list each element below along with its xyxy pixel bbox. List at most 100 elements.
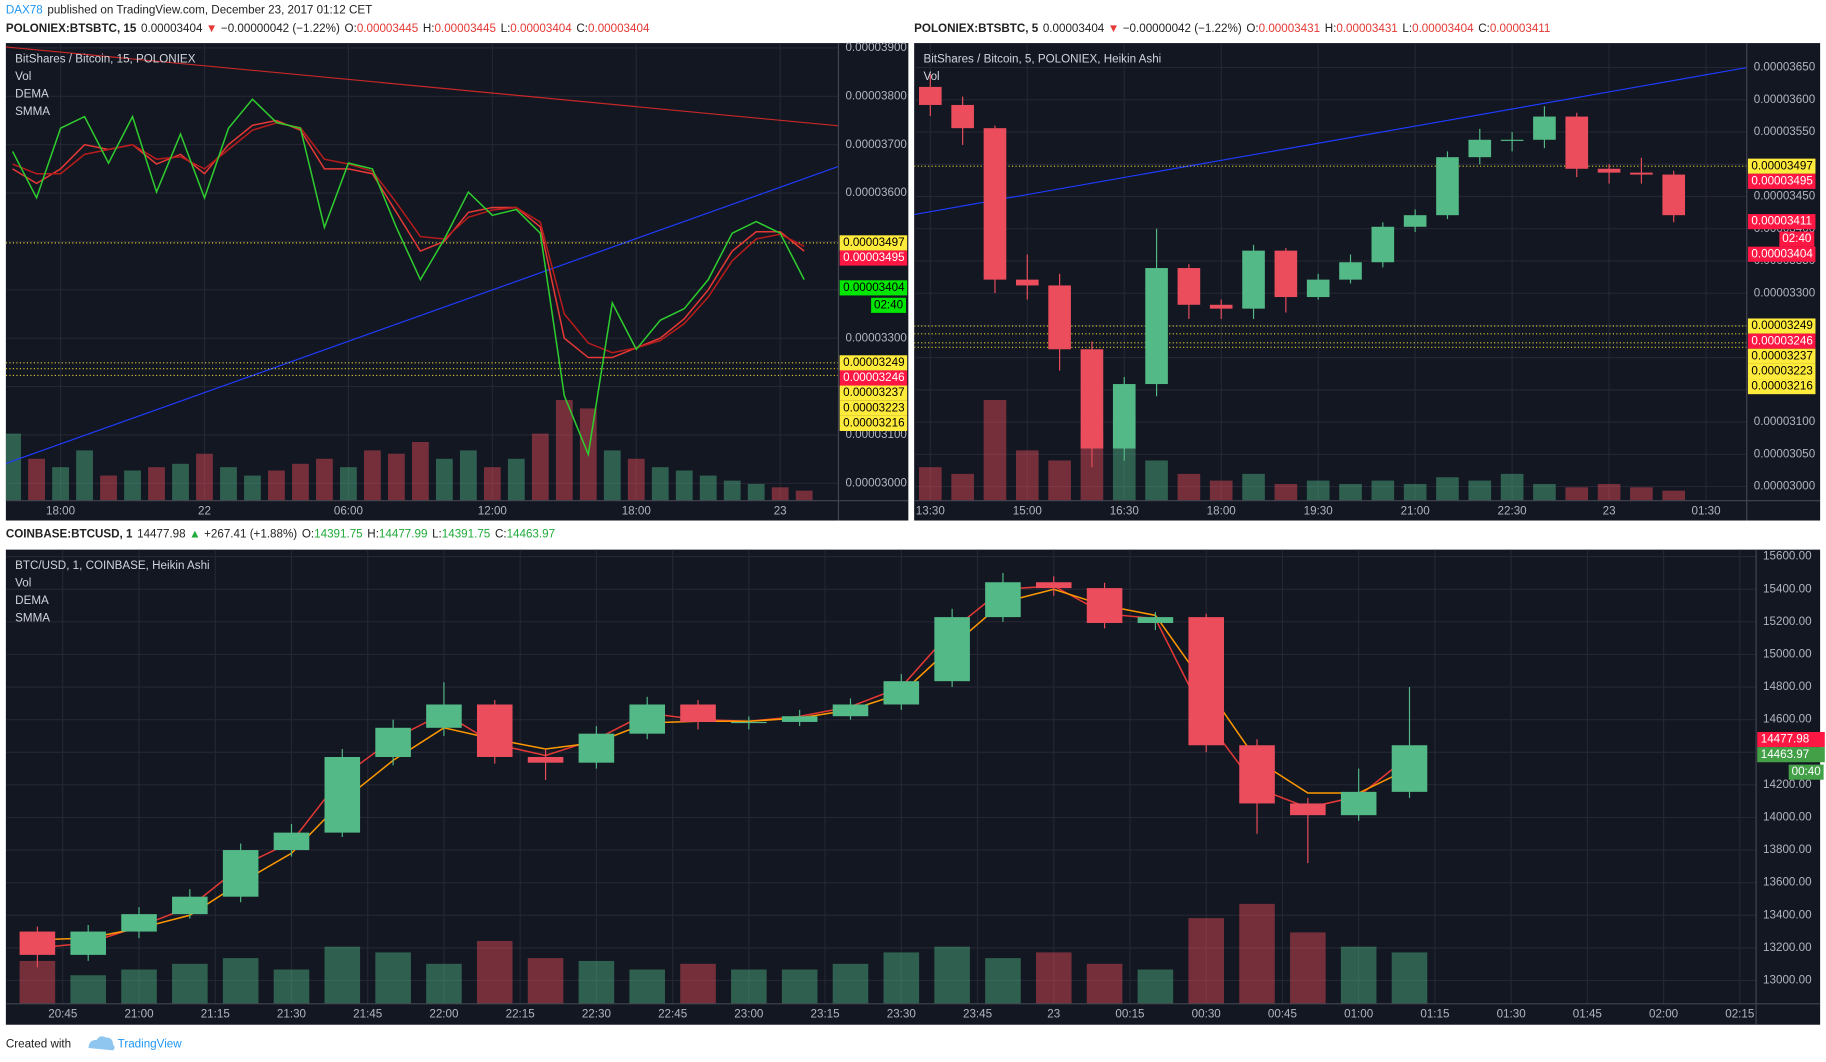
volume-bar <box>919 467 942 501</box>
y-tick-label: 13400.00 <box>1763 908 1812 921</box>
volume-bar <box>883 952 920 1004</box>
quote-text: 14477.99 <box>379 528 428 541</box>
x-tick-label: 21:45 <box>353 1007 382 1020</box>
y-tick-label: 13000.00 <box>1763 974 1812 987</box>
author-link[interactable]: DAX78 <box>6 4 43 17</box>
legend-title: BTC/USD, 1, COINBASE, Heikin Ashi <box>15 559 209 572</box>
quote-text: ▲ <box>189 528 201 541</box>
volume-bar <box>680 963 716 1004</box>
candle-body <box>1048 285 1071 350</box>
price-tag <box>839 370 908 386</box>
x-tick-label: 23 <box>774 504 787 517</box>
x-tick-label: 20:45 <box>48 1007 77 1020</box>
volume-bar <box>1339 483 1362 501</box>
volume-bar <box>1048 460 1071 501</box>
candle-body <box>222 850 259 897</box>
quote-text: 0.00003404 <box>588 22 650 35</box>
candle-body <box>578 733 615 763</box>
x-tick-label: 02:15 <box>1725 1007 1754 1020</box>
volume-bar <box>316 458 333 501</box>
candle-body <box>1209 304 1233 309</box>
candle-body <box>1597 168 1621 173</box>
legend-entry: Vol <box>15 576 31 589</box>
quote-text: 14463.97 <box>507 528 555 541</box>
price-tag <box>839 250 908 266</box>
volume-bar <box>1340 946 1377 1004</box>
price-tag-label: 0.00003249 <box>843 356 904 369</box>
trendline <box>5 165 839 465</box>
price-tag-label: 0.00003404 <box>843 281 905 294</box>
y-tick-label: 0.00003000 <box>845 476 907 489</box>
candle-body <box>19 931 56 955</box>
volume-bar <box>1630 487 1653 501</box>
volume-bar <box>747 483 765 501</box>
candle-body <box>476 704 513 757</box>
candle-body <box>731 721 767 724</box>
x-tick-label: 06:00 <box>334 504 364 517</box>
price-tag <box>839 280 908 296</box>
volume-bar <box>411 441 429 501</box>
candle-body <box>1630 172 1653 175</box>
x-tick-label: 01:45 <box>1573 1007 1602 1020</box>
volume-bar <box>292 463 309 501</box>
candle-body <box>1468 139 1492 158</box>
price-tag-label: 14477.98 <box>1761 733 1810 746</box>
candle-body <box>1242 250 1265 309</box>
x-tick-label: 23:15 <box>811 1007 840 1020</box>
volume-bar <box>1177 473 1201 501</box>
price-tag <box>839 400 908 416</box>
x-tick-label: 21:00 <box>124 1007 154 1020</box>
candle-body <box>832 704 869 717</box>
candle-body <box>1015 279 1039 286</box>
candle-body <box>1145 268 1168 385</box>
candle-body <box>883 681 920 705</box>
quote-text: 14391.75 <box>442 528 491 541</box>
x-tick-label: 23:30 <box>887 1007 917 1020</box>
x-tick-label: 01:30 <box>1497 1007 1527 1020</box>
quote-text: 0.00003431 <box>1336 22 1397 35</box>
y-tick-label: 0.00003800 <box>845 89 907 102</box>
x-tick-label: 22:30 <box>1498 504 1528 517</box>
x-tick-label: 23:45 <box>963 1007 992 1020</box>
candle-body <box>985 582 1021 618</box>
volume-bar <box>5 433 21 501</box>
volume-bar <box>723 480 741 501</box>
volume-bar <box>832 963 869 1004</box>
volume-bar <box>28 458 45 501</box>
price-tag <box>1747 158 1816 174</box>
chart-background <box>5 549 1821 1025</box>
volume-bar <box>555 400 573 501</box>
candle-body <box>426 704 462 728</box>
footer-brand[interactable]: TradingView <box>118 1038 183 1051</box>
candle-body <box>121 914 157 932</box>
volume-bar <box>1565 487 1589 501</box>
volume-bar <box>340 467 357 501</box>
x-tick-label: 02:00 <box>1649 1007 1679 1020</box>
price-tag-label: 14463.97 <box>1761 748 1810 761</box>
volume-bar <box>364 450 381 501</box>
x-tick-label: 23 <box>1603 504 1616 517</box>
x-tick-label: 18:00 <box>622 504 652 517</box>
x-tick-label: 19:30 <box>1304 504 1334 517</box>
candle-body <box>172 896 208 915</box>
candle-body <box>1339 262 1362 280</box>
trendline <box>914 67 1747 216</box>
price-tag-label: 0.00003237 <box>843 386 904 399</box>
x-tick-label: 01:15 <box>1420 1007 1449 1020</box>
x-tick-label: 01:00 <box>1344 1007 1374 1020</box>
candle-body <box>324 756 361 833</box>
candle-body <box>934 617 970 682</box>
volume-bar <box>1209 480 1233 501</box>
candle-body <box>1035 582 1072 589</box>
volume-bar <box>629 969 665 1004</box>
price-tag <box>839 385 908 401</box>
volume-bar <box>1239 903 1275 1004</box>
y-tick-label: 0.00003050 <box>1754 447 1816 460</box>
volume-bar <box>273 969 310 1004</box>
volume-bar <box>426 963 462 1004</box>
quote-text: H: <box>423 22 435 35</box>
candle-body <box>1436 157 1459 216</box>
volume-bar <box>1306 480 1330 501</box>
volume-bar <box>699 475 717 501</box>
